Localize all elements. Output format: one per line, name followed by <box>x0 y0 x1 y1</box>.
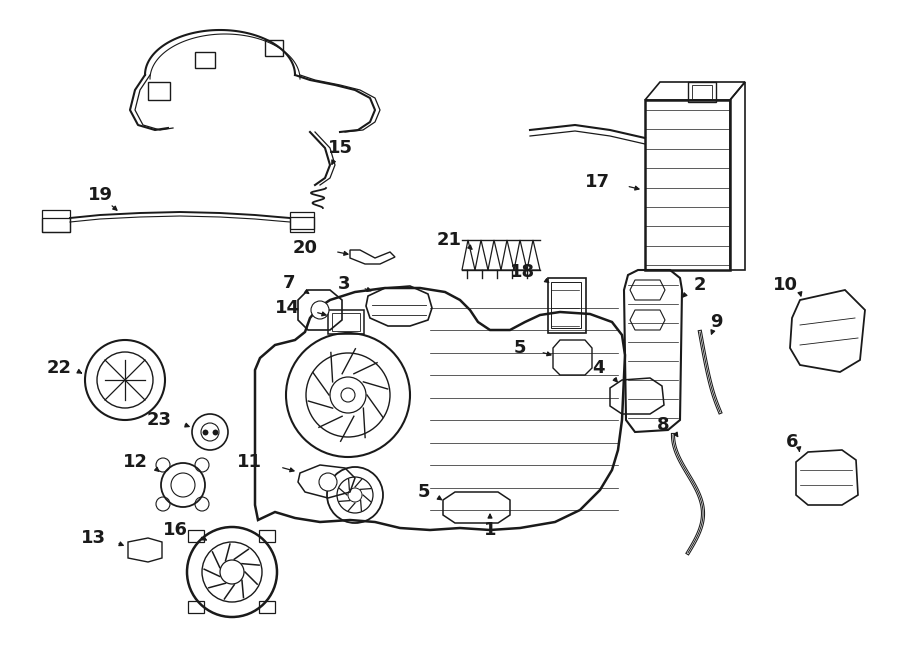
Text: 9: 9 <box>710 313 722 331</box>
Bar <box>265 40 283 56</box>
Circle shape <box>311 301 329 319</box>
Text: 17: 17 <box>585 173 610 191</box>
Bar <box>188 530 204 542</box>
Text: 6: 6 <box>786 433 798 451</box>
Bar <box>548 278 586 333</box>
Bar <box>195 52 215 68</box>
Bar <box>188 601 204 613</box>
Bar <box>148 82 170 100</box>
Text: 5: 5 <box>418 483 430 501</box>
Circle shape <box>319 473 337 491</box>
Text: 5: 5 <box>514 339 526 357</box>
Text: 16: 16 <box>163 521 188 539</box>
Text: 4: 4 <box>592 359 605 377</box>
Text: 7: 7 <box>283 274 295 292</box>
Text: 21: 21 <box>437 231 462 249</box>
Text: 23: 23 <box>147 411 172 429</box>
Text: 3: 3 <box>338 275 350 293</box>
Bar <box>692 85 712 99</box>
Text: 18: 18 <box>510 263 535 281</box>
Text: 12: 12 <box>123 453 148 471</box>
Bar <box>290 217 314 229</box>
Text: 15: 15 <box>328 139 353 157</box>
Text: 22: 22 <box>47 359 72 377</box>
Text: 19: 19 <box>87 186 112 204</box>
Bar <box>259 530 275 542</box>
Bar <box>332 313 360 331</box>
Bar <box>42 210 70 232</box>
Bar <box>645 100 730 270</box>
Bar <box>688 82 716 102</box>
Text: 13: 13 <box>81 529 106 547</box>
Text: 1: 1 <box>484 521 496 539</box>
Text: 10: 10 <box>773 276 798 294</box>
Bar <box>551 282 581 328</box>
Bar <box>328 310 364 334</box>
Text: 20: 20 <box>293 239 318 257</box>
Text: 11: 11 <box>237 453 262 471</box>
Bar <box>259 601 275 613</box>
Text: 8: 8 <box>657 416 670 434</box>
Bar <box>42 218 70 232</box>
Text: 2: 2 <box>694 276 706 294</box>
Text: 14: 14 <box>275 299 300 317</box>
Bar <box>290 212 314 232</box>
